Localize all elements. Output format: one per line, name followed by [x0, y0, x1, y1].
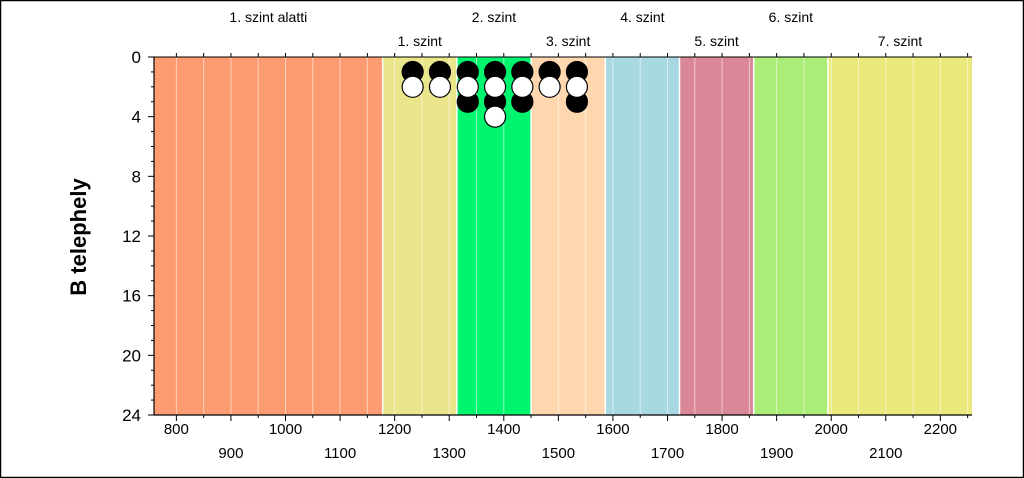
open-point	[456, 75, 479, 98]
labels-layer: 1. szint alatti 1. szint 2. szint 3. szint 4…	[229, 9, 922, 49]
band-1	[154, 57, 383, 415]
open-point	[565, 75, 589, 98]
band-8	[827, 57, 972, 415]
x-tick-label: 2200	[924, 421, 957, 438]
x-tick-label: 1900	[760, 445, 793, 462]
y-tick-label: 16	[122, 287, 141, 306]
x-tick-label: 1500	[542, 445, 575, 462]
x-tick-label: 1000	[269, 421, 302, 438]
band-label-8: 7. szint	[878, 33, 922, 49]
band-label-6: 5. szint	[694, 33, 738, 49]
y-tick-label: 12	[122, 227, 141, 246]
band-label-1: 1. szint alatti	[229, 9, 307, 25]
open-point	[538, 75, 561, 98]
band-label-4: 3. szint	[546, 33, 590, 49]
x-tick-label: 900	[218, 445, 243, 462]
y-tick-label: 24	[122, 406, 141, 425]
open-point	[483, 105, 507, 128]
band-label-5: 4. szint	[620, 9, 664, 25]
band-4	[531, 57, 606, 415]
x-tick-label: 2000	[815, 421, 848, 438]
points-layer	[401, 60, 589, 128]
y-tick-label: 8	[132, 167, 141, 186]
band-label-2: 1. szint	[398, 33, 442, 49]
x-tick-label: 1400	[487, 421, 520, 438]
y-tick-label: 20	[122, 346, 141, 365]
grid-layer	[175, 57, 969, 415]
bands-layer	[154, 57, 972, 415]
x-tick-label: 800	[164, 421, 189, 438]
x-tick-label: 1800	[705, 421, 738, 438]
band-2	[382, 57, 457, 415]
open-point	[483, 75, 507, 98]
x-tick-label: 1600	[596, 421, 629, 438]
x-tick-label: 1100	[324, 445, 356, 462]
open-point	[511, 75, 534, 98]
y-tick-label: 4	[132, 108, 141, 127]
band-7	[753, 57, 828, 415]
band-label-7: 6. szint	[769, 9, 813, 25]
x-tick-label: 2100	[869, 445, 902, 462]
open-point	[428, 75, 452, 98]
axes-layer: 800 1000 1200 1400 1600 1800 2000 2200 900 1100 13…	[122, 48, 972, 462]
y-tick-label: 0	[132, 48, 141, 67]
band-6	[679, 57, 754, 415]
x-tick-label: 1700	[651, 445, 684, 462]
band-5	[605, 57, 680, 415]
x-tick-label: 1300	[433, 445, 466, 462]
open-point	[401, 75, 424, 98]
x-tick-label: 1200	[378, 421, 411, 438]
y-axis-title: B telephely	[66, 178, 91, 296]
band-label-3: 2. szint	[472, 9, 516, 25]
